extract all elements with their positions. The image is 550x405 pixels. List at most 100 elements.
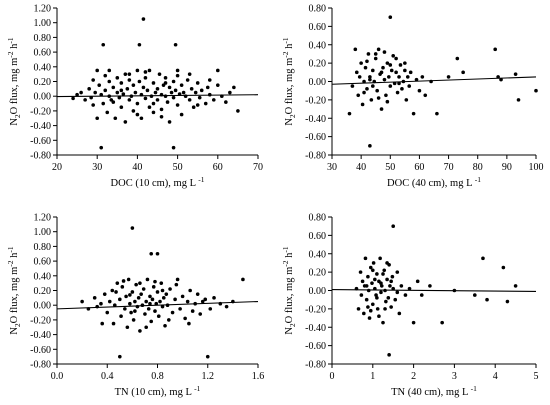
data-point	[167, 120, 172, 124]
data-point	[382, 77, 387, 82]
data-point	[143, 76, 148, 80]
data-point	[195, 103, 200, 107]
data-point	[161, 296, 166, 300]
data-point	[362, 90, 366, 95]
data-point	[133, 90, 138, 95]
data-point	[118, 354, 122, 359]
data-point	[366, 52, 371, 56]
x-tick-label: 80	[473, 162, 483, 173]
y-tick-label: 0.40	[34, 271, 52, 282]
data-point	[123, 120, 128, 124]
data-point	[376, 47, 381, 52]
data-point	[365, 59, 369, 64]
data-point	[373, 52, 378, 56]
data-point	[362, 79, 366, 84]
data-point	[403, 293, 408, 297]
data-point	[75, 92, 79, 97]
data-point	[363, 256, 368, 261]
data-point	[187, 321, 191, 326]
data-point	[105, 310, 110, 315]
data-point	[388, 84, 393, 88]
y-tick-label: 0.60	[34, 48, 52, 59]
trend-line	[331, 289, 537, 292]
data-point	[195, 292, 200, 296]
data-point	[83, 98, 87, 102]
x-tick-label: 70	[444, 162, 454, 173]
data-point	[164, 292, 169, 296]
data-point	[384, 299, 388, 304]
data-point	[381, 65, 385, 70]
data-point	[159, 281, 164, 285]
data-point	[193, 90, 198, 95]
data-point	[367, 316, 372, 320]
data-point	[354, 70, 359, 75]
data-point	[366, 288, 371, 293]
data-point	[203, 297, 208, 302]
y-tick-label: 0.40	[309, 40, 327, 51]
data-point	[115, 281, 120, 285]
data-point	[400, 87, 404, 91]
data-point	[188, 288, 192, 293]
data-point	[185, 78, 190, 82]
data-point	[127, 72, 132, 76]
data-point	[148, 301, 152, 306]
data-point	[404, 98, 409, 102]
data-point	[377, 314, 381, 319]
data-point	[197, 95, 202, 100]
data-point	[119, 81, 124, 85]
data-point	[208, 307, 213, 311]
data-point	[105, 110, 110, 115]
data-point	[368, 144, 372, 148]
data-point	[151, 101, 156, 106]
data-point	[358, 270, 363, 274]
data-point	[117, 95, 122, 100]
data-point	[128, 301, 132, 306]
data-point	[389, 68, 394, 73]
y-tick-label: 0.20	[34, 286, 52, 297]
data-point	[485, 297, 489, 302]
data-point	[394, 56, 398, 61]
data-point	[236, 109, 240, 113]
x-tick-label: 5	[534, 371, 539, 382]
data-point	[366, 274, 370, 279]
data-point	[165, 100, 170, 104]
data-point	[167, 85, 172, 90]
data-point	[189, 87, 194, 91]
data-point	[493, 47, 498, 52]
data-point	[95, 68, 99, 73]
data-point	[391, 53, 396, 58]
data-point	[107, 68, 112, 73]
x-tick-label: 30	[327, 162, 337, 173]
data-point	[167, 318, 171, 322]
data-point	[382, 50, 387, 54]
data-point	[103, 88, 108, 93]
y-tick-label: -0.60	[305, 341, 326, 352]
data-point	[379, 70, 384, 75]
data-point	[419, 293, 424, 297]
y-tick-label: 0.20	[309, 59, 327, 70]
data-point	[171, 145, 176, 150]
y-tick-label: 0.00	[34, 301, 52, 312]
data-point	[363, 65, 368, 70]
x-tick-label: 30	[92, 162, 102, 173]
data-point	[379, 107, 384, 111]
data-point	[135, 112, 140, 117]
data-point	[353, 47, 358, 52]
data-point	[357, 75, 362, 79]
data-point	[387, 353, 391, 357]
data-point	[107, 299, 112, 304]
y-tick-label: -0.40	[30, 330, 51, 341]
data-point	[114, 290, 118, 294]
data-point	[383, 307, 387, 311]
data-point	[149, 319, 154, 324]
data-point	[141, 17, 146, 21]
data-point	[200, 299, 205, 304]
data-point	[446, 75, 451, 79]
data-point	[143, 312, 147, 316]
data-point	[391, 286, 396, 291]
data-point	[135, 101, 140, 106]
data-point	[390, 274, 395, 279]
data-point	[153, 90, 158, 95]
data-point	[360, 279, 365, 284]
